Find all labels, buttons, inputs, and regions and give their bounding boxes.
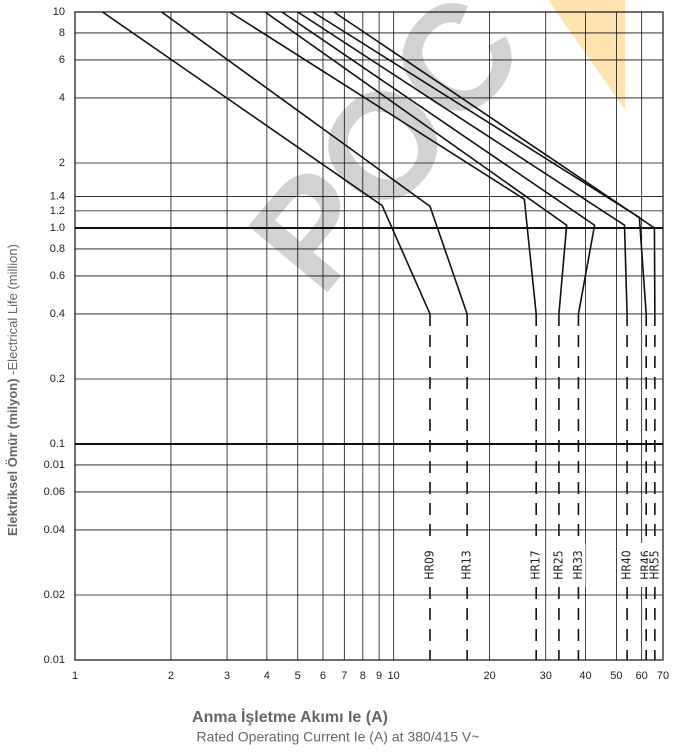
plot-frame bbox=[74, 11, 664, 661]
series-label: HR33 bbox=[571, 550, 585, 579]
series-label-bg bbox=[647, 543, 662, 587]
x-tick-label: 3 bbox=[224, 670, 230, 682]
series-line bbox=[229, 11, 537, 315]
y-tick-label: 0.01 bbox=[44, 459, 65, 471]
y-tick-label: 1.2 bbox=[50, 205, 65, 217]
series-label: HR09 bbox=[422, 550, 436, 579]
x-tick-label: 50 bbox=[610, 670, 622, 682]
y-tick-label: 0.02 bbox=[44, 589, 65, 601]
y-axis-title-sub: -Electrical Life (million) bbox=[5, 244, 20, 375]
y-tick-label: 0.6 bbox=[50, 270, 65, 282]
y-axis-title-main: Elektriksel Ömür (milyon) bbox=[5, 378, 20, 536]
y-tick-label: 0.01 bbox=[44, 654, 65, 666]
y-tick-label: 2 bbox=[59, 157, 65, 169]
series-line bbox=[297, 11, 628, 314]
x-tick-label: 5 bbox=[295, 670, 301, 682]
y-tick-label: 10 bbox=[53, 6, 65, 18]
y-tick-label: 8 bbox=[59, 27, 65, 39]
x-tick-label: 30 bbox=[540, 670, 552, 682]
x-tick-label: 6 bbox=[320, 670, 326, 682]
x-tick-label: 60 bbox=[636, 670, 648, 682]
series-label: HR55 bbox=[647, 550, 661, 579]
x-tick-label: 8 bbox=[360, 670, 366, 682]
x-axis-title: Anma İşletme Akımı Ie (A) bbox=[192, 708, 388, 726]
series-line bbox=[161, 11, 468, 315]
series-label-bg bbox=[571, 543, 586, 587]
series-label: HR25 bbox=[551, 550, 565, 579]
y-tick-label: 1.0 bbox=[50, 222, 65, 234]
y-tick-label: 0.4 bbox=[50, 308, 65, 320]
x-tick-label: 9 bbox=[376, 670, 382, 682]
x-tick-label: 1 bbox=[72, 670, 78, 682]
series-label-bg bbox=[620, 543, 635, 587]
y-tick-label: 0.06 bbox=[44, 486, 65, 498]
y-tick-label: 4 bbox=[59, 92, 65, 104]
x-tick-label: 40 bbox=[579, 670, 591, 682]
series-label: HR40 bbox=[620, 550, 634, 579]
series-line bbox=[102, 11, 431, 315]
series-label-bg bbox=[460, 543, 475, 587]
x-tick-label: 10 bbox=[388, 670, 400, 682]
x-tick-label: 70 bbox=[657, 670, 669, 682]
y-tick-label: 1.4 bbox=[50, 190, 65, 202]
x-tick-label: 7 bbox=[341, 670, 347, 682]
y-tick-label: 6 bbox=[59, 54, 65, 66]
y-tick-label: 0.2 bbox=[50, 373, 65, 385]
x-axis-subtitle: Rated Operating Current Ie (A) at 380/41… bbox=[197, 729, 480, 745]
watermark: POC bbox=[217, 0, 555, 321]
x-tick-label: 4 bbox=[264, 670, 270, 682]
series-label: HR13 bbox=[460, 550, 474, 579]
x-tick-label: 20 bbox=[483, 670, 495, 682]
series-line bbox=[333, 11, 656, 314]
x-tick-label: 2 bbox=[168, 670, 174, 682]
series-label-bg bbox=[529, 543, 544, 587]
y-tick-label: 0.1 bbox=[50, 438, 65, 450]
watermark-shape bbox=[548, 0, 625, 110]
y-tick-label: 0.04 bbox=[44, 524, 65, 536]
series-label: HR17 bbox=[529, 550, 543, 579]
series-label-bg bbox=[422, 543, 437, 587]
series-line bbox=[281, 11, 596, 315]
y-axis-title: Elektriksel Ömür (milyon) -Electrical Li… bbox=[5, 244, 20, 536]
series-label-bg bbox=[551, 543, 566, 587]
series-line bbox=[264, 11, 568, 315]
y-tick-label: 0.8 bbox=[50, 243, 65, 255]
